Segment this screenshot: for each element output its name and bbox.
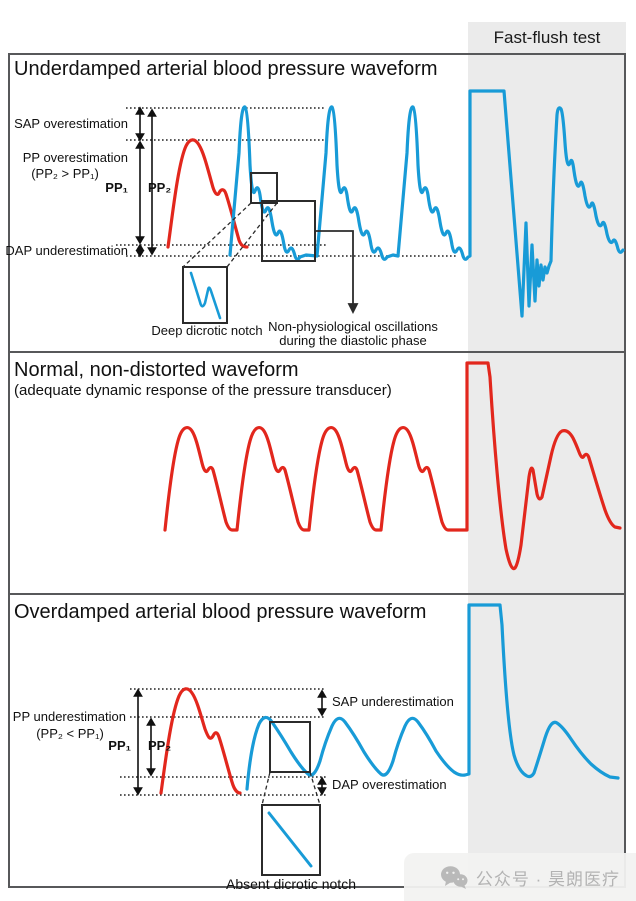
pp-overestimation-label: PP overestimation [22, 150, 128, 165]
pp-comparison-label: (PP₂ < PP₁) [36, 726, 104, 741]
measurement-arrows [133, 688, 327, 796]
sap-underestimation-label: SAP underestimation [332, 694, 454, 709]
normal-subtitle: (adequate dynamic response of the pressu… [14, 382, 392, 399]
dap-overestimation-label: DAP overestimation [332, 777, 447, 792]
watermark: 公众号 · 昊朗医疗 [404, 853, 636, 901]
absent-dicrotic-notch-magnified [267, 811, 313, 868]
panel-overdamped [8, 595, 626, 888]
normal-arterial-wave [163, 361, 622, 571]
reference-dotted-lines [116, 107, 456, 257]
panel-underdamped [8, 53, 626, 353]
underdamped-waveform-plot [116, 89, 625, 324]
underdamped-measured-wave [228, 89, 625, 318]
normal-title: Normal, non-distorted waveform [14, 359, 299, 381]
pp-underestimation-label: PP underestimation [12, 709, 126, 724]
deep-dicrotic-notch-label: Deep dicrotic notch [151, 323, 263, 338]
magnifier-dashed-connectors [182, 202, 278, 268]
pp2-label: PP₂ [148, 738, 172, 753]
measurement-arrows [135, 106, 157, 258]
pp1-label: PP₁ [105, 180, 128, 195]
nonphysiological-oscillations-label: Non-physiological oscillations [268, 319, 438, 334]
pp1-label: PP₁ [108, 738, 131, 753]
magnifier-dashed-connectors [261, 771, 321, 806]
fast-flush-test-label: Fast-flush test [493, 28, 601, 47]
reference-dotted-lines [120, 688, 328, 796]
detail-boxes [261, 721, 321, 876]
pp-comparison-label: (PP₂ > PP₁) [31, 166, 99, 181]
pp2-label: PP₂ [148, 180, 172, 195]
overdamped-true-arterial-wave [159, 687, 242, 795]
absent-dicrotic-notch-label: Absent dicrotic notch [226, 876, 356, 892]
wechat-icon [440, 866, 468, 889]
overdamped-measured-wave [245, 603, 620, 791]
oscillation-pointer-arrow [315, 230, 359, 315]
deep-dicrotic-notch-magnified [189, 271, 222, 320]
overdamped-title: Overdamped arterial blood pressure wavef… [14, 601, 427, 623]
normal-waveform-plot [163, 361, 622, 571]
underdamped-title: Underdamped arterial blood pressure wave… [14, 58, 438, 80]
underdamped-true-arterial-wave [166, 138, 249, 249]
sap-overestimation-label: SAP overestimation [14, 116, 128, 131]
dap-underestimation-label: DAP underestimation [5, 243, 128, 258]
panel-normal [8, 353, 626, 595]
overdamped-waveform-plot [120, 603, 620, 876]
watermark-text: 公众号 · 昊朗医疗 [475, 869, 620, 889]
diastolic-phase-label: during the diastolic phase [279, 333, 427, 348]
